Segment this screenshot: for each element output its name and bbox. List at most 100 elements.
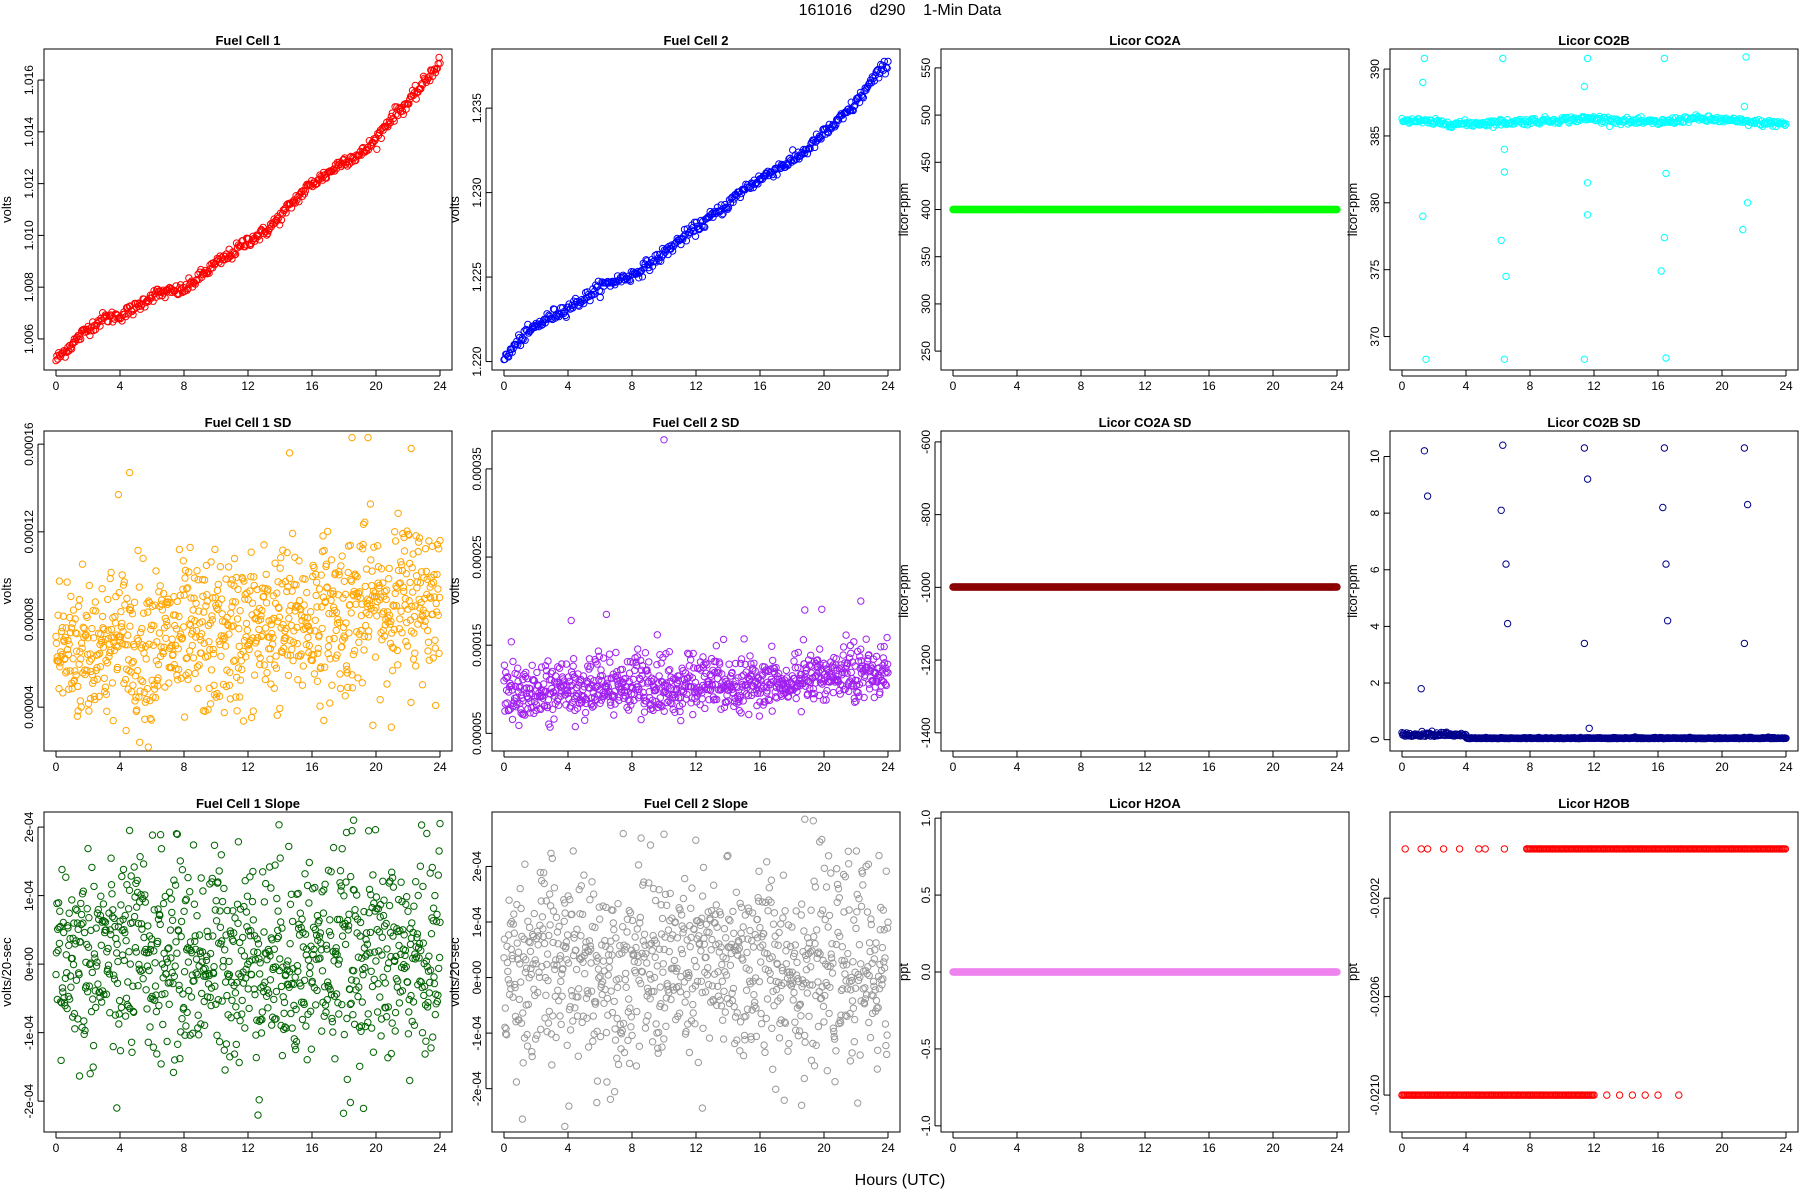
data-point xyxy=(291,553,299,561)
data-point xyxy=(62,873,70,881)
x-tick-label: 4 xyxy=(1463,760,1470,774)
data-point xyxy=(1583,211,1592,219)
data-point xyxy=(689,710,697,719)
data-point xyxy=(304,633,312,642)
y-tick-label: 1.225 xyxy=(470,262,484,292)
data-point xyxy=(114,490,123,499)
data-point xyxy=(846,641,855,650)
panel-title: Licor CO2A xyxy=(1109,33,1181,48)
x-tick-label: 20 xyxy=(369,1141,383,1155)
y-tick-label: -800 xyxy=(919,502,933,526)
data-point xyxy=(288,645,296,653)
data-point xyxy=(104,961,113,969)
x-tick-label: 4 xyxy=(117,1141,124,1155)
data-point xyxy=(400,547,409,555)
y-tick-label: 0.00012 xyxy=(22,510,36,554)
data-point xyxy=(68,896,76,904)
data-point xyxy=(122,937,130,945)
data-point xyxy=(250,671,259,679)
y-tick-label: 1.006 xyxy=(22,324,36,354)
data-point xyxy=(65,909,73,917)
data-point xyxy=(136,305,145,313)
data-point xyxy=(116,1047,125,1055)
data-point xyxy=(712,642,720,650)
panel-title: Licor CO2B SD xyxy=(1547,415,1640,430)
data-point xyxy=(108,679,117,687)
x-tick-label: 8 xyxy=(629,760,636,774)
data-point xyxy=(222,575,230,583)
data-point xyxy=(298,681,307,689)
data-point xyxy=(189,654,198,662)
x-tick-label: 12 xyxy=(1587,379,1601,393)
data-point xyxy=(677,716,685,725)
data-point xyxy=(324,527,332,536)
x-tick-label: 16 xyxy=(305,379,319,393)
data-point xyxy=(103,707,111,715)
data-point xyxy=(315,585,324,593)
data-point xyxy=(94,980,102,988)
data-point xyxy=(1500,145,1509,154)
data-point xyxy=(190,574,199,582)
data-point xyxy=(87,327,95,335)
y-axis-label: volts xyxy=(0,196,14,223)
data-point xyxy=(134,546,142,555)
data-point xyxy=(1423,492,1432,500)
data-point xyxy=(387,723,395,731)
y-tick-label: 370 xyxy=(1368,326,1382,346)
data-point xyxy=(74,682,82,691)
data-point xyxy=(271,559,279,567)
data-point xyxy=(195,661,203,669)
data-point xyxy=(101,683,110,691)
data-point xyxy=(71,667,79,675)
data-point xyxy=(358,679,366,687)
data-point xyxy=(653,661,661,669)
data-point xyxy=(407,444,415,453)
x-tick-label: 4 xyxy=(117,379,124,393)
data-point xyxy=(75,1072,84,1080)
data-point xyxy=(230,554,239,563)
data-point xyxy=(121,1012,130,1020)
data-point xyxy=(376,696,384,704)
data-point xyxy=(137,676,145,684)
data-point xyxy=(217,652,225,660)
y-tick-label: -1000 xyxy=(919,572,933,603)
data-point xyxy=(88,624,96,633)
data-point xyxy=(135,583,144,591)
x-tick-label: 20 xyxy=(369,760,383,774)
data-point xyxy=(857,597,865,605)
data-point xyxy=(63,578,71,586)
data-point xyxy=(400,587,408,596)
data-point xyxy=(77,899,85,908)
data-point xyxy=(318,624,326,633)
data-point xyxy=(122,994,131,1002)
data-point xyxy=(115,589,123,597)
data-point xyxy=(191,280,200,288)
x-tick-label: 16 xyxy=(1202,760,1216,774)
data-point xyxy=(507,638,515,646)
y-tick-label: 0.00004 xyxy=(22,685,36,729)
data-point xyxy=(111,612,119,621)
data-point xyxy=(401,594,410,603)
y-tick-label: 1e-04 xyxy=(22,880,36,911)
data-point xyxy=(634,645,642,653)
y-tick-label: 0.00005 xyxy=(470,711,484,755)
x-tick-label: 8 xyxy=(181,1141,188,1155)
data-point xyxy=(533,668,541,677)
data-point xyxy=(243,626,252,634)
panel-title: Licor CO2B xyxy=(1558,33,1630,48)
x-tick-label: 24 xyxy=(881,760,895,774)
data-point xyxy=(193,567,201,575)
data-point xyxy=(100,674,109,682)
data-point xyxy=(434,585,442,593)
data-point xyxy=(782,666,790,675)
y-tick-label: 1.012 xyxy=(22,168,36,198)
data-point xyxy=(1422,355,1430,363)
data-point xyxy=(136,738,144,746)
data-point xyxy=(80,1017,88,1025)
data-point xyxy=(263,669,271,677)
data-point xyxy=(311,616,319,624)
data-point xyxy=(429,578,438,587)
